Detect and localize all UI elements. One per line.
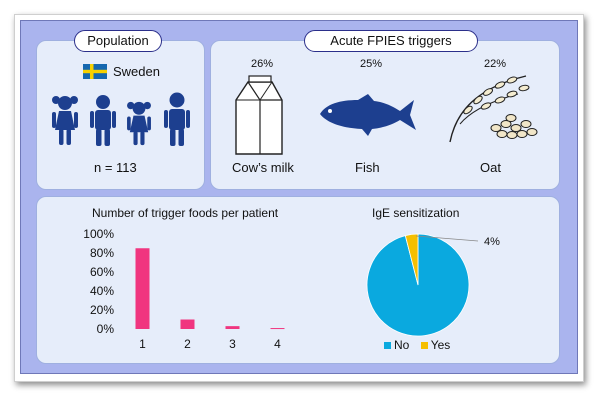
boy-icon-2 [164,92,190,146]
boy-icon [90,95,116,146]
y-tick-label: 80% [90,246,114,260]
milk-carton-icon [235,75,283,155]
population-title: Population [74,30,162,52]
oat-icon [449,75,538,143]
bar-3 [225,326,240,329]
oat-percent: 22% [484,58,507,70]
pie-legend: No Yes [384,338,450,352]
country-label: Sweden [113,64,160,79]
triggers-title: Acute FPIES triggers [304,30,478,52]
fish-percent: 25% [360,58,383,70]
pie-annotation: 4% [484,236,500,248]
y-tick-label: 40% [90,284,114,298]
girl-icon-2 [127,101,151,146]
bar-chart-title: Number of trigger foods per patient [92,206,279,220]
oat-label: Oat [480,160,501,175]
y-tick-label: 0% [97,322,115,336]
pie-slice-yes [404,233,419,286]
x-tick-label: 1 [139,337,146,351]
pie-chart-title: IgE sensitization [372,206,460,220]
milk-label: Cow’s milk [232,160,294,175]
x-tick-label: 3 [229,337,236,351]
legend-swatch-no [384,342,391,349]
fish-label: Fish [355,160,380,175]
milk-percent: 26% [251,58,274,70]
bar-1 [135,248,150,329]
y-tick-label: 20% [90,303,114,317]
girl-icon [52,96,78,145]
sweden-flag-icon [83,64,107,79]
charts-panel [36,196,560,364]
annotation-leader-line [415,235,479,242]
x-tick-label: 2 [184,337,191,351]
bar-4 [270,328,285,330]
y-tick-label: 100% [83,227,114,241]
fish-icon [320,94,416,136]
legend-label-no: No [394,338,410,352]
sample-size-label: n = 113 [94,160,137,175]
legend-swatch-yes [420,342,428,349]
y-tick-label: 60% [90,265,114,279]
bar-2 [180,319,195,329]
x-tick-label: 4 [274,337,281,351]
legend-label-yes: Yes [430,338,451,352]
